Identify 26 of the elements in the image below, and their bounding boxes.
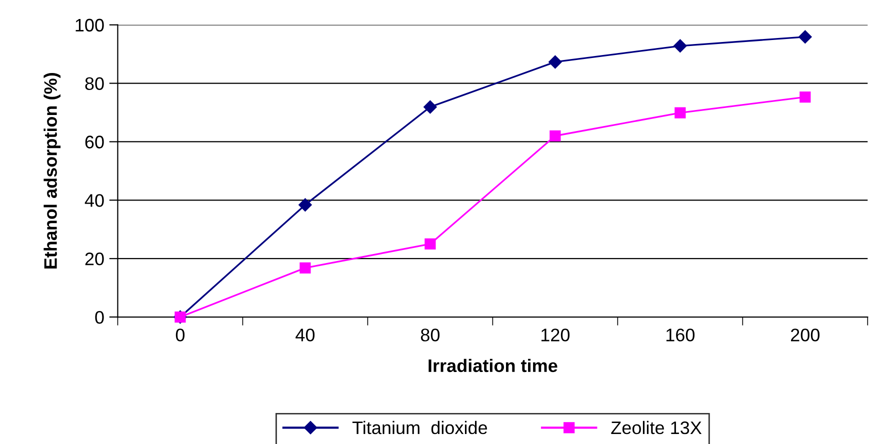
x-tick-label: 0 xyxy=(176,328,185,342)
point xyxy=(550,130,561,142)
y-tick-label: 20 xyxy=(85,252,104,266)
x-tick-label: 80 xyxy=(420,328,440,342)
legend-label: Titanium dioxide xyxy=(352,420,488,434)
y-tick-label: 40 xyxy=(84,194,104,207)
point xyxy=(800,91,811,103)
y-tick-label: 60 xyxy=(85,136,104,148)
point xyxy=(300,262,311,274)
y-tick-label: 0 xyxy=(95,310,104,324)
x-tick-label: 120 xyxy=(541,328,570,342)
point xyxy=(424,238,436,250)
y-tick-label: 100 xyxy=(76,18,104,32)
point xyxy=(298,198,312,212)
point xyxy=(548,55,562,69)
x-tick-label: 200 xyxy=(790,328,820,342)
point xyxy=(674,39,687,52)
x-tick-label: 160 xyxy=(666,328,695,342)
x-axis-title: Irradiation time xyxy=(428,358,558,372)
point xyxy=(424,100,437,114)
x-tick-label: 40 xyxy=(296,328,315,342)
point xyxy=(674,107,686,118)
legend-label: Zeolite 13X xyxy=(611,420,702,434)
point xyxy=(798,30,812,44)
y-tick-label: 80 xyxy=(85,77,104,90)
y-axis-title: Ethanol adsorption (%) xyxy=(44,73,61,269)
